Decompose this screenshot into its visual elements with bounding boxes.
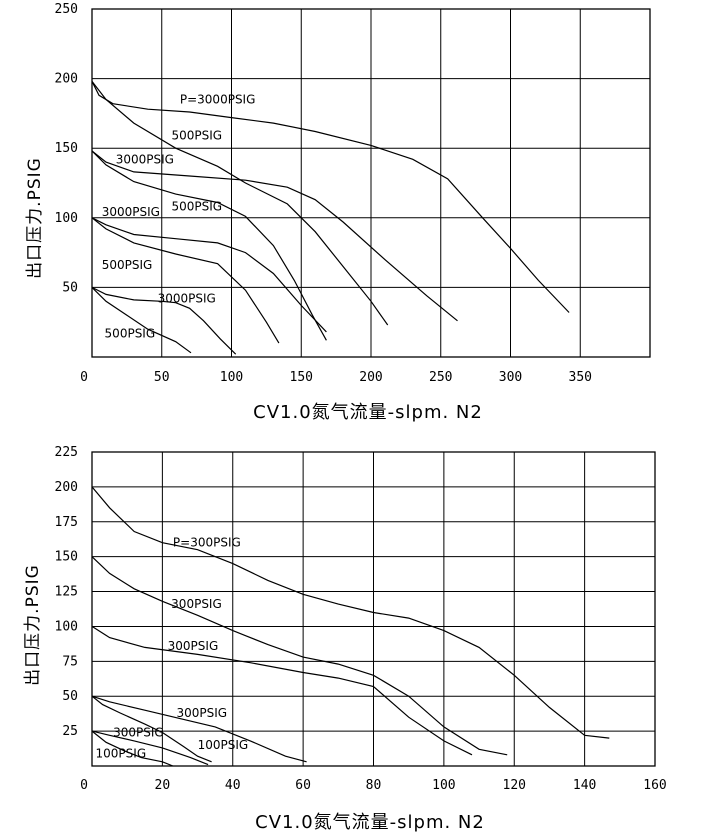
x-tick-label: 160 — [643, 778, 666, 793]
series-line — [91, 730, 209, 766]
x-tick-label: 50 — [154, 370, 170, 385]
series-annotation: P=3000PSIG — [180, 92, 256, 106]
series-line — [91, 695, 212, 763]
series-line — [91, 625, 473, 756]
series-annotation: 100PSIG — [198, 738, 249, 752]
y-tick-label: 50 — [62, 280, 78, 295]
x-tick-label: 100 — [432, 778, 455, 793]
x-tick-label: 0 — [80, 778, 88, 793]
y-tick-label: 200 — [55, 72, 78, 87]
plot-frame — [91, 451, 656, 767]
y-axis-label: 出口压力.PSIG — [23, 564, 43, 686]
x-tick-label: 60 — [295, 778, 311, 793]
y-tick-label: 150 — [55, 141, 78, 156]
series-line — [91, 286, 192, 354]
series-line — [91, 730, 174, 767]
y-tick-label: 175 — [55, 515, 78, 530]
x-tick-label: 100 — [220, 370, 243, 385]
y-axis-label: 出口压力.PSIG — [25, 157, 45, 279]
x-tick-label: 250 — [429, 370, 452, 385]
x-tick-label: 350 — [569, 370, 592, 385]
series-line — [91, 217, 327, 333]
series-line — [91, 217, 280, 344]
y-tick-label: 100 — [55, 211, 78, 226]
x-tick-label: 40 — [225, 778, 241, 793]
series-annotation: 300PSIG — [176, 706, 227, 720]
y-tick-label: 200 — [55, 480, 78, 495]
series-line — [91, 81, 570, 313]
series-annotation: 500PSIG — [172, 200, 223, 214]
series-annotation: 500PSIG — [105, 326, 156, 340]
series-line — [91, 150, 458, 322]
y-tick-label: 150 — [55, 550, 78, 565]
series-annotation: 300PSIG — [171, 597, 222, 611]
y-tick-label: 100 — [55, 619, 78, 634]
series-annotation: 3000PSIG — [116, 152, 174, 166]
series-annotation: 3000PSIG — [158, 292, 216, 306]
series-line — [91, 556, 508, 756]
y-tick-label: 50 — [62, 689, 78, 704]
x-tick-label: 300 — [499, 370, 522, 385]
x-tick-label: 0 — [80, 370, 88, 385]
x-tick-label: 80 — [366, 778, 382, 793]
y-tick-label: 75 — [62, 654, 78, 669]
series-annotation: 300PSIG — [168, 639, 219, 653]
x-tick-label: 120 — [503, 778, 526, 793]
chart-top: 0 50 100 150 200 250 300 350 50 100 150 200 250 CV1.0… — [25, 2, 651, 423]
x-axis-label: CV1.0氮气流量-slpm. N2 — [253, 402, 483, 423]
plot-frame — [91, 8, 651, 358]
series-annotation: 100PSIG — [96, 746, 147, 760]
series-annotation: P=300PSIG — [173, 536, 241, 550]
x-axis-label: CV1.0氮气流量-slpm. N2 — [255, 812, 485, 833]
series-line — [91, 150, 327, 341]
series-line — [91, 486, 610, 739]
x-tick-label: 140 — [573, 778, 596, 793]
x-tick-label: 20 — [155, 778, 171, 793]
series-annotation: 3000PSIG — [102, 205, 160, 219]
series-annotation: 500PSIG — [102, 258, 153, 272]
series-annotation: 500PSIG — [172, 129, 223, 143]
series-line — [91, 695, 307, 763]
series-line — [91, 286, 237, 355]
series-annotation: 300PSIG — [113, 726, 164, 740]
x-tick-label: 200 — [359, 370, 382, 385]
y-tick-label: 225 — [55, 445, 78, 460]
y-tick-label: 125 — [55, 585, 78, 600]
series-line — [91, 81, 389, 326]
y-tick-label: 250 — [55, 2, 78, 17]
chart-bottom: 0 20 40 60 80 100 120 140 160 25 50 75 100 125 150 175 2… — [23, 445, 667, 833]
x-tick-label: 150 — [290, 370, 313, 385]
y-tick-label: 25 — [62, 724, 78, 739]
